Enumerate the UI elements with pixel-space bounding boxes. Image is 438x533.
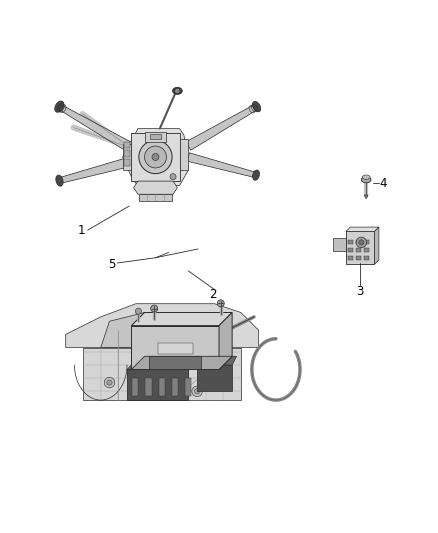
Text: 1: 1: [77, 224, 85, 237]
Ellipse shape: [253, 170, 259, 180]
Circle shape: [135, 308, 141, 314]
Text: 5: 5: [108, 258, 115, 271]
Polygon shape: [186, 104, 258, 150]
Circle shape: [145, 146, 166, 168]
Ellipse shape: [173, 87, 182, 94]
Circle shape: [217, 300, 224, 307]
Polygon shape: [66, 304, 258, 348]
Circle shape: [359, 240, 364, 245]
Ellipse shape: [362, 175, 370, 179]
Polygon shape: [197, 365, 232, 391]
Circle shape: [104, 377, 115, 388]
Bar: [124, 142, 130, 148]
Polygon shape: [134, 181, 177, 194]
Circle shape: [152, 154, 159, 160]
Polygon shape: [58, 104, 134, 153]
Bar: [356, 255, 361, 260]
Polygon shape: [127, 361, 197, 369]
Ellipse shape: [361, 177, 371, 183]
Polygon shape: [123, 144, 131, 170]
Polygon shape: [131, 326, 219, 369]
Bar: [159, 378, 165, 395]
Polygon shape: [149, 356, 201, 369]
Circle shape: [170, 174, 176, 180]
Circle shape: [131, 386, 141, 397]
Circle shape: [133, 389, 138, 394]
Text: 4: 4: [379, 177, 387, 190]
Circle shape: [192, 386, 202, 397]
Bar: [356, 240, 361, 244]
Bar: [132, 378, 138, 395]
Ellipse shape: [252, 101, 261, 112]
Polygon shape: [346, 227, 379, 231]
Ellipse shape: [56, 175, 63, 186]
Polygon shape: [197, 356, 237, 365]
Polygon shape: [333, 238, 346, 251]
Polygon shape: [131, 356, 232, 369]
Bar: [172, 378, 178, 395]
Circle shape: [139, 140, 172, 174]
Bar: [364, 248, 369, 252]
Bar: [158, 343, 193, 354]
Circle shape: [356, 237, 367, 248]
Polygon shape: [219, 312, 232, 369]
Text: 3: 3: [357, 285, 364, 297]
Circle shape: [107, 380, 112, 385]
Bar: [364, 255, 369, 260]
Bar: [150, 134, 161, 140]
Polygon shape: [374, 227, 379, 264]
Ellipse shape: [55, 101, 64, 112]
Circle shape: [151, 305, 158, 312]
Polygon shape: [101, 312, 228, 348]
Polygon shape: [59, 157, 133, 183]
Polygon shape: [127, 369, 188, 400]
Circle shape: [194, 389, 200, 394]
Polygon shape: [364, 195, 368, 199]
Polygon shape: [346, 231, 374, 264]
Bar: [124, 150, 130, 157]
Bar: [145, 132, 166, 142]
Polygon shape: [187, 153, 257, 177]
Circle shape: [175, 88, 180, 93]
Bar: [124, 159, 130, 166]
Bar: [185, 378, 191, 395]
Polygon shape: [180, 140, 188, 170]
Bar: [348, 248, 353, 252]
Bar: [364, 240, 369, 244]
Bar: [348, 255, 353, 260]
Polygon shape: [123, 128, 188, 188]
Polygon shape: [131, 133, 180, 181]
Bar: [356, 248, 361, 252]
Polygon shape: [83, 348, 241, 400]
Polygon shape: [139, 194, 172, 201]
Text: 2: 2: [208, 288, 216, 301]
Bar: [348, 240, 353, 244]
Polygon shape: [131, 312, 232, 326]
Bar: [145, 378, 152, 395]
